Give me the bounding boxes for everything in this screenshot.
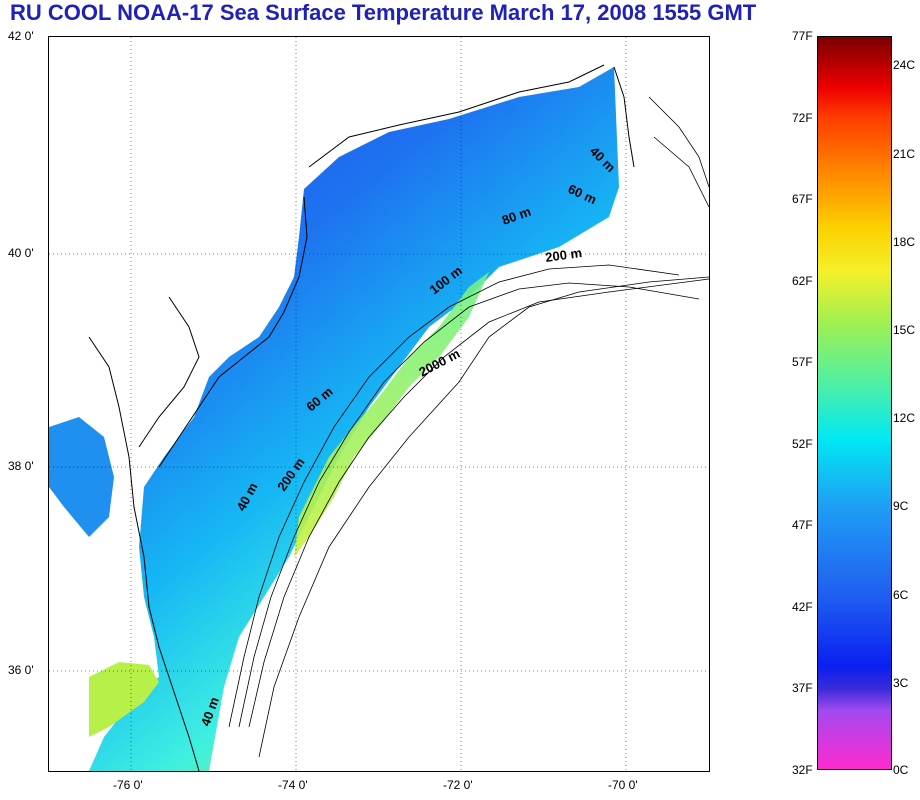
sound-region — [89, 662, 159, 737]
latitude-label: 38 0' — [8, 459, 34, 473]
longitude-label: -74 0' — [278, 778, 308, 792]
longitude-label: -72 0' — [443, 778, 473, 792]
longitude-label: -70 0' — [608, 778, 638, 792]
colorbar-celsius-label: 24C — [893, 58, 916, 72]
colorbar-fahrenheit-label: 62F — [792, 274, 813, 288]
colorbar-fahrenheit-label: 52F — [792, 437, 813, 451]
colorbar-fahrenheit-label: 47F — [792, 518, 813, 532]
colorbar-celsius-label: 21C — [893, 147, 916, 161]
coastline — [88, 64, 635, 771]
colorbar-fahrenheit-label: 57F — [792, 355, 813, 369]
bathymetry-contours — [228, 96, 709, 758]
sst-map-canvas: 40 m 40 m 60 m 200 m 100 m 2000 m 200 m … — [49, 37, 709, 771]
latitude-label: 40 0' — [8, 246, 34, 260]
colorbar-celsius-label: 18C — [893, 235, 916, 249]
colorbar-celsius-label: 3C — [893, 676, 909, 690]
warm-shelf-edge — [294, 272, 489, 557]
latitude-label: 36 0' — [8, 663, 34, 677]
colorbar-fahrenheit-label: 67F — [792, 192, 813, 206]
colorbar-celsius-label: 9C — [893, 499, 909, 513]
colorbar-fahrenheit-label: 37F — [792, 681, 813, 695]
sst-map: 40 m 40 m 60 m 200 m 100 m 2000 m 200 m … — [48, 36, 710, 772]
depth-label: 200 m — [544, 245, 583, 265]
map-title: RU COOL NOAA-17 Sea Surface Temperature … — [10, 0, 757, 25]
colorbar-celsius-label: 15C — [893, 323, 916, 337]
longitude-label: -76 0' — [113, 778, 143, 792]
colorbar-celsius-label: 12C — [893, 411, 916, 425]
colorbar-fahrenheit-label: 72F — [792, 111, 813, 125]
colorbar-fahrenheit-label: 77F — [792, 29, 813, 43]
colorbar-fahrenheit-label: 42F — [792, 600, 813, 614]
colorbar-celsius-label: 0C — [893, 763, 909, 777]
colorbar-celsius-label: 6C — [893, 588, 909, 602]
sst-coverage-region — [89, 67, 619, 771]
latitude-label: 42 0' — [8, 29, 34, 43]
temperature-colorbar — [817, 36, 892, 770]
bay-region — [49, 417, 114, 537]
colorbar-fahrenheit-label: 32F — [792, 763, 813, 777]
